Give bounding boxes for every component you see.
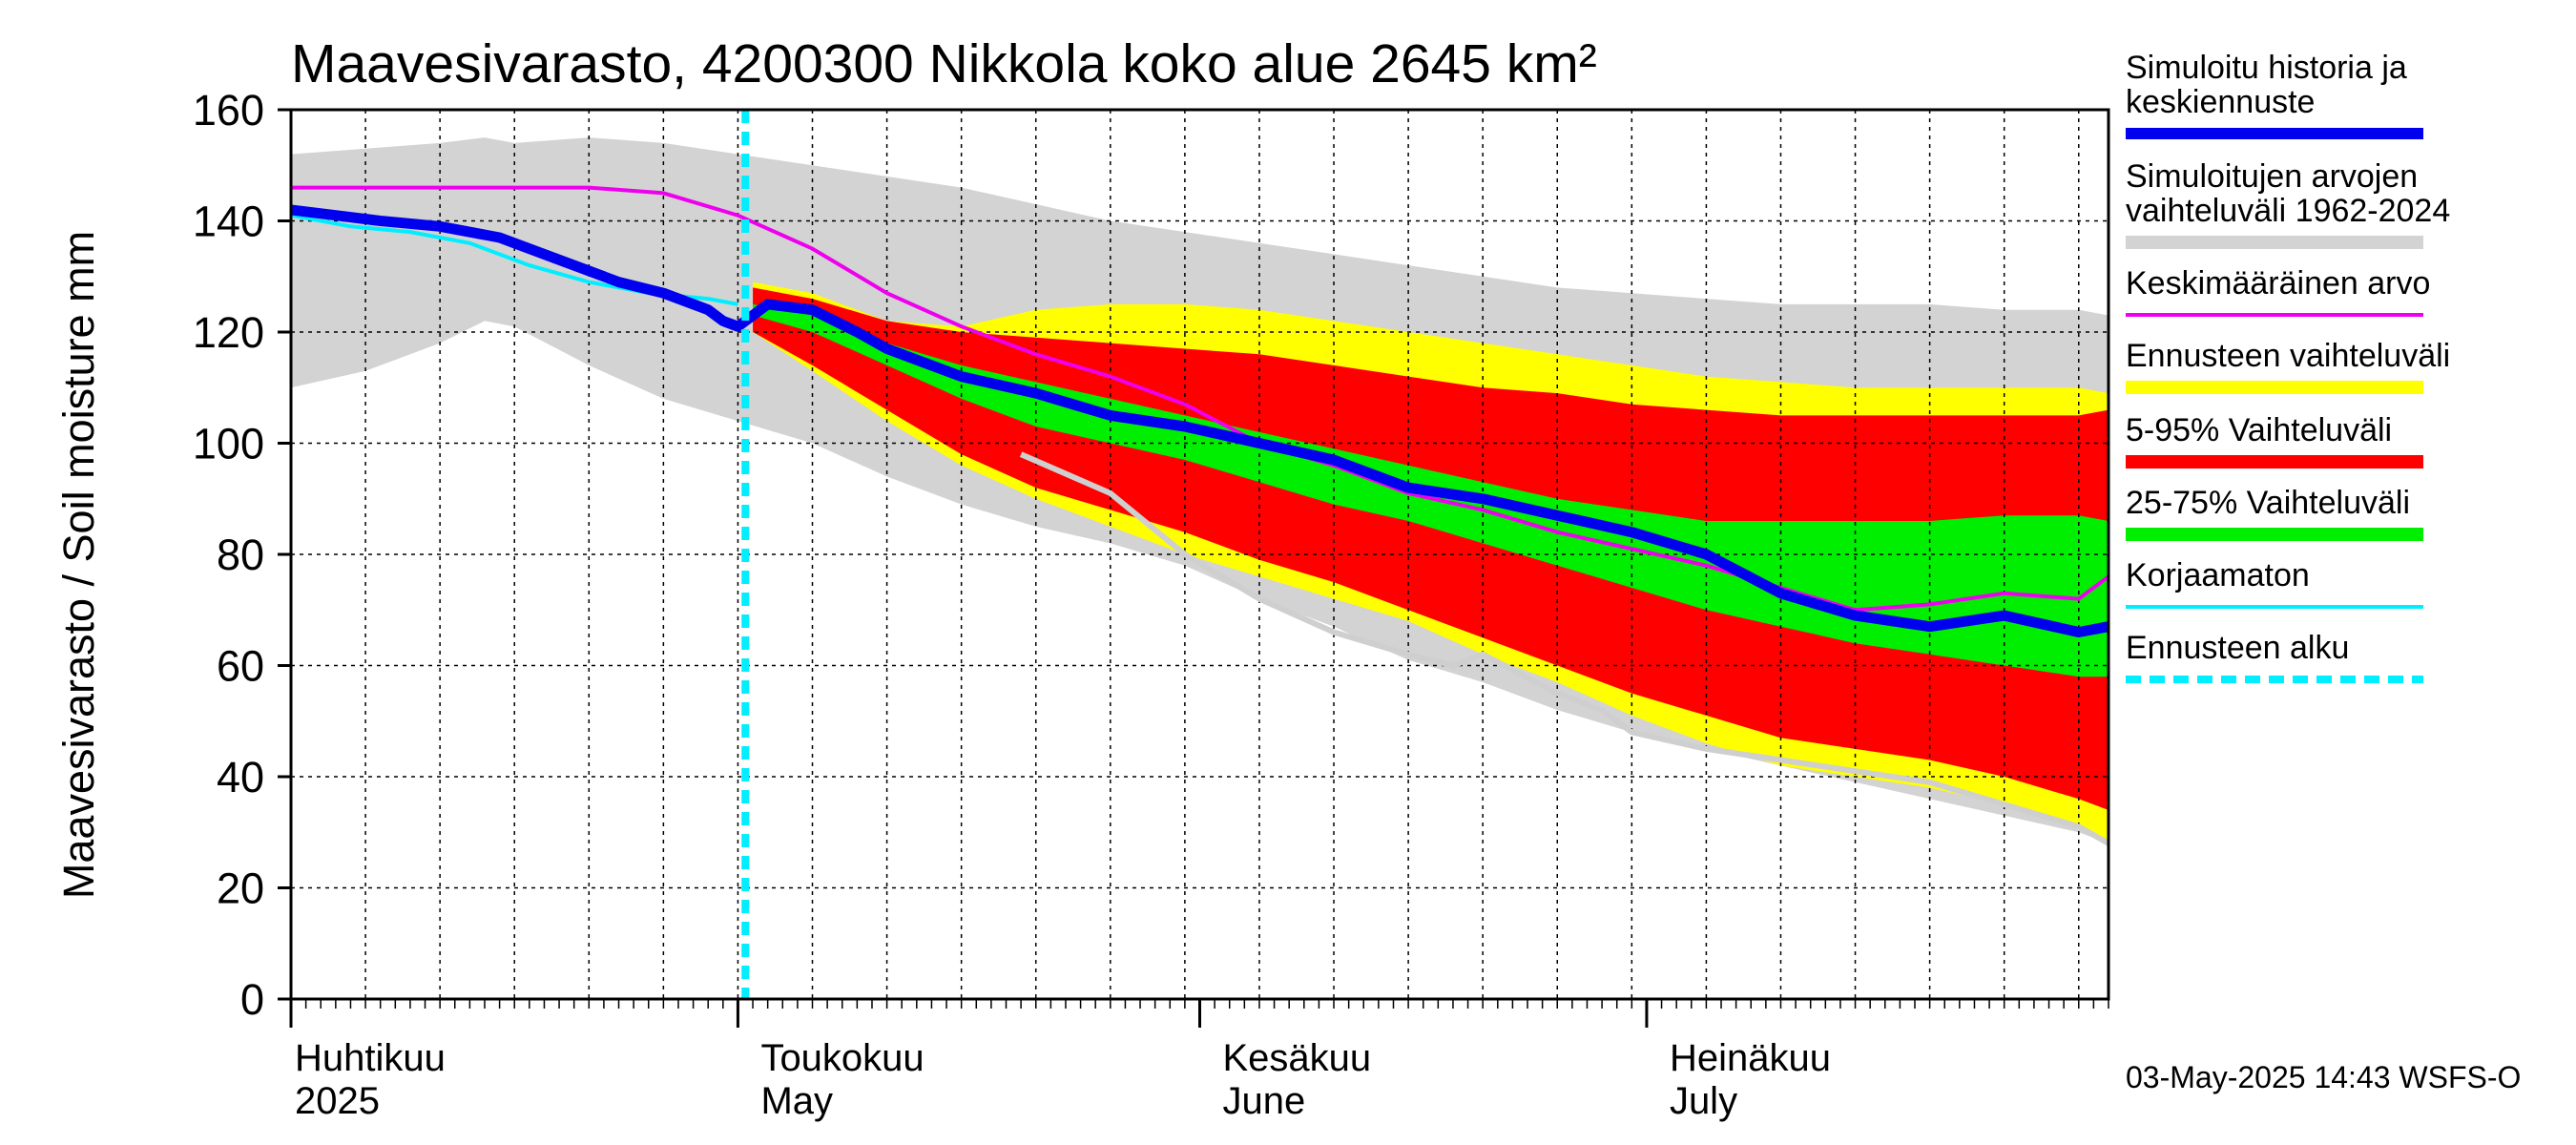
timestamp-label: 03-May-2025 14:43 WSFS-O xyxy=(2126,1060,2521,1094)
y-tick-label: 40 xyxy=(217,753,264,802)
y-tick-label: 20 xyxy=(217,864,264,913)
y-tick-label: 100 xyxy=(193,420,264,468)
month-label-fi: Huhtikuu xyxy=(295,1037,446,1079)
month-label-en: June xyxy=(1223,1080,1306,1122)
y-tick-label: 80 xyxy=(217,531,264,579)
legend-label: Simuloitujen arvojen vaihteluväli 1962-20… xyxy=(2126,158,2450,229)
chart-title: Maavesivarasto, 4200300 Nikkola koko alu… xyxy=(291,33,1597,94)
legend-label: Keskimääräinen arvo xyxy=(2126,265,2430,302)
legend-label: Ennusteen alku xyxy=(2126,630,2349,666)
legend-label: Korjaamaton xyxy=(2126,557,2310,593)
month-label-en: 2025 xyxy=(295,1080,380,1122)
data-lines xyxy=(290,110,2110,999)
median-forecast-line xyxy=(290,204,2110,637)
legend-label: Ennusteen vaihteluväli xyxy=(2126,338,2450,374)
legend: Simuloitu historia ja keskiennusteSimuloi… xyxy=(2126,50,2450,683)
y-axis-label: Maavesivarasto / Soil moisture mm xyxy=(54,231,103,899)
y-tick-label: 0 xyxy=(240,975,264,1024)
legend-label-line: Simuloitu historia ja xyxy=(2126,50,2407,86)
minimum-scenario-line xyxy=(1019,451,2110,846)
month-label-en: May xyxy=(760,1080,833,1122)
legend-label-line: vaihteluväli 1962-2024 xyxy=(2126,193,2450,229)
legend-label: 25-75% Vaihteluväli xyxy=(2126,485,2410,521)
month-label-en: July xyxy=(1670,1080,1737,1122)
legend-label-line: Simuloitujen arvojen xyxy=(2126,158,2418,195)
y-axis: 0 20 40 60 80 100 120 140 160 xyxy=(193,86,291,1024)
month-label-fi: Toukokuu xyxy=(760,1037,924,1079)
y-tick-label: 120 xyxy=(193,308,264,357)
legend-label: Simuloitu historia ja keskiennuste xyxy=(2126,50,2407,120)
y-tick-label: 60 xyxy=(217,642,264,691)
mean-line xyxy=(291,185,2110,613)
month-label-fi: Heinäkuu xyxy=(1670,1037,1831,1079)
month-label-fi: Kesäkuu xyxy=(1223,1037,1372,1079)
y-tick-label: 140 xyxy=(193,198,264,246)
legend-label-line: keskiennuste xyxy=(2126,84,2315,120)
y-tick-label: 160 xyxy=(193,86,264,135)
grid-lines xyxy=(291,110,2109,999)
legend-label: 5-95% Vaihteluväli xyxy=(2126,412,2392,448)
